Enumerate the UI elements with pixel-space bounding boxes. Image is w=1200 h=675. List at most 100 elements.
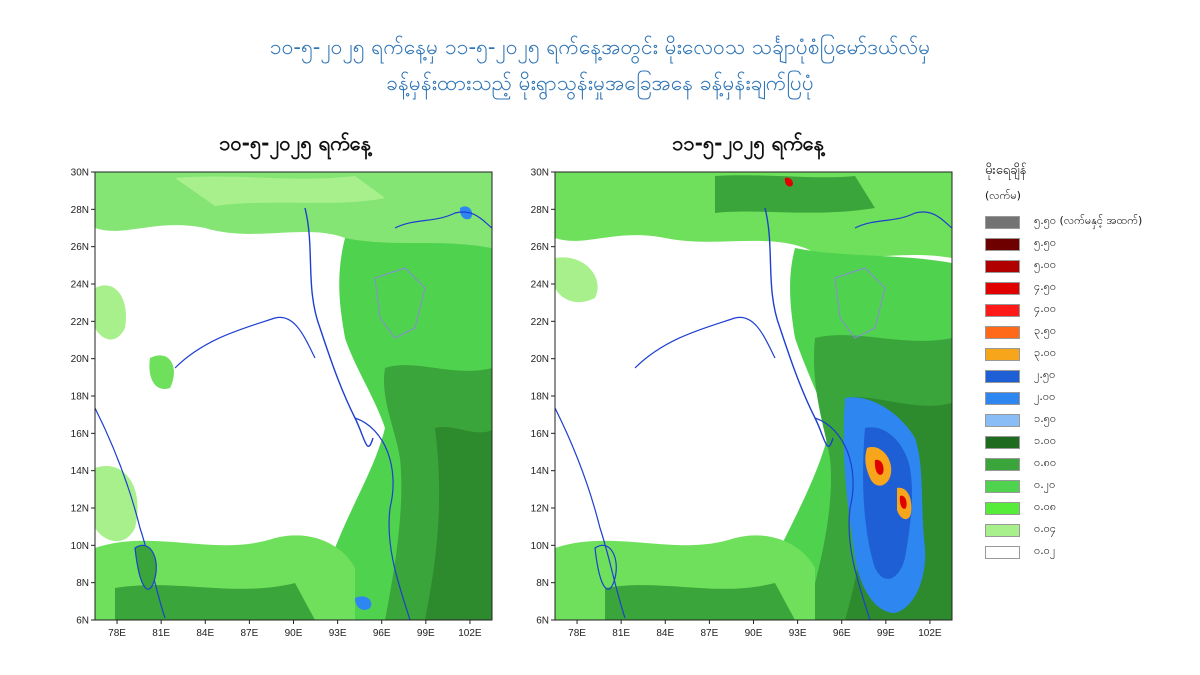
lat-tick-label: 20N [71, 354, 89, 365]
legend-item: ၁.၀၀ [985, 431, 1197, 453]
lat-tick-label: 18N [531, 392, 549, 403]
lon-tick-label: 99E [877, 628, 895, 639]
lat-tick-label: 18N [71, 392, 89, 403]
legend-label: ၅.၅၀ [1034, 236, 1057, 249]
lat-tick-label: 8N [536, 578, 549, 589]
rainfall-legend: မိုးရေချိန် (လက်မ) ၅.၅၀ (လက်မနှင့် အထက်)… [985, 162, 1197, 563]
rainfall-map-day-2: 30N 28N 26N 24N 22N 20N 18N 16N 14N 12N 10N 8N 6N 78E… [531, 168, 953, 639]
lat-tick-label: 24N [71, 280, 89, 291]
legend-label: ၂.၀၀ [1034, 390, 1056, 403]
legend-label: ၀.၀၄ [1034, 522, 1057, 535]
lat-tick-label: 22N [531, 317, 549, 328]
lon-tick-label: 93E [789, 628, 807, 639]
lat-tick-label: 30N [71, 168, 89, 179]
legend-label: ၀.၈၀ [1034, 456, 1057, 469]
legend-items: ၅.၅၀ (လက်မနှင့် အထက်) ၅.၅၀၅.၀၀၄.၅၀၄.၀၀၃.၅… [985, 211, 1197, 563]
legend-label: ၀.၂၀ [1034, 478, 1056, 491]
legend-swatch [985, 281, 1020, 295]
lat-tick-label: 26N [531, 242, 549, 253]
lat-tick-label: 10N [71, 541, 89, 552]
legend-label: ၅.၅၀ (လက်မနှင့် အထက်) [1034, 214, 1143, 227]
legend-swatch [985, 303, 1020, 317]
legend-item: ၂.၀၀ [985, 387, 1197, 409]
legend-label: ၀.၀၂ [1034, 544, 1056, 557]
legend-swatch [985, 391, 1020, 405]
lat-tick-label: 6N [536, 616, 549, 627]
legend-swatch [985, 369, 1020, 383]
legend-label: ၄.၀၀ [1034, 302, 1057, 315]
legend-item: ၅.၀၀ [985, 255, 1197, 277]
legend-swatch [985, 545, 1020, 559]
lat-tick-label: 28N [531, 205, 549, 216]
legend-label: ၃.၀၀ [1034, 346, 1057, 359]
map-title-line-1: ၁၀-၅-၂၀၂၅ ရက်နေ့မှ ၁၁-၅-၂၀၂၅ ရက်နေ့အတွင်… [269, 35, 931, 59]
legend-swatch [985, 457, 1020, 471]
legend-label: ၁.၀၀ [1034, 434, 1057, 447]
legend-label: ၄.၅၀ [1034, 280, 1057, 293]
legend-item: ၀.၀၈ [985, 497, 1197, 519]
legend-item: ၅.၅၀ (လက်မနှင့် အထက်) [985, 211, 1197, 233]
lat-tick-label: 28N [71, 205, 89, 216]
lat-tick-label: 30N [531, 168, 549, 179]
lat-tick-label: 22N [71, 317, 89, 328]
lon-tick-label: 78E [568, 628, 586, 639]
panel-1-date: ၁၀-၅-၂၀၂၅ ရက်နေ့ [219, 131, 371, 155]
lat-tick-label: 8N [76, 578, 89, 589]
legend-item: ၅.၅၀ [985, 233, 1197, 255]
lat-tick-label: 16N [531, 429, 549, 440]
legend-swatch [985, 347, 1020, 361]
legend-item: ၀.၀၄ [985, 519, 1197, 541]
lon-tick-label: 78E [108, 628, 126, 639]
lon-tick-label: 96E [833, 628, 851, 639]
lat-tick-label: 12N [531, 504, 549, 515]
legend-swatch [985, 237, 1020, 251]
legend-label: ၀.၀၈ [1034, 500, 1057, 513]
lon-tick-label: 90E [745, 628, 763, 639]
lon-tick-label: 84E [656, 628, 674, 639]
legend-item: ၁.၅၀ [985, 409, 1197, 431]
legend-swatch [985, 435, 1020, 449]
legend-swatch [985, 259, 1020, 273]
legend-item: ၃.၀၀ [985, 343, 1197, 365]
legend-swatch [985, 523, 1020, 537]
lon-tick-label: 87E [700, 628, 718, 639]
legend-swatch [985, 325, 1020, 339]
lat-tick-label: 26N [71, 242, 89, 253]
legend-swatch [985, 479, 1020, 493]
lat-tick-label: 6N [76, 616, 89, 627]
legend-item: ၃.၅၀ [985, 321, 1197, 343]
legend-unit: (လက်မ) [985, 189, 1021, 202]
lat-tick-label: 24N [531, 280, 549, 291]
legend-item: ၄.၅၀ [985, 277, 1197, 299]
legend-label: ၂.၅၀ [1034, 368, 1056, 381]
lon-tick-label: 81E [152, 628, 170, 639]
legend-swatch [985, 215, 1020, 229]
lat-tick-label: 14N [531, 466, 549, 477]
legend-swatch [985, 413, 1020, 427]
lon-tick-label: 102E [458, 628, 482, 639]
panel-2-date: ၁၁-၅-၂၀၂၅ ရက်နေ့ [672, 131, 824, 155]
rainfall-map-day-1: 30N 28N 26N 24N 22N 20N 18N 16N 14N 12N 10N 8N 6N 78E… [71, 168, 493, 639]
lon-tick-label: 93E [329, 628, 347, 639]
lon-tick-label: 84E [196, 628, 214, 639]
lat-tick-label: 10N [531, 541, 549, 552]
lon-tick-label: 90E [285, 628, 303, 639]
legend-item: ၀.၈၀ [985, 453, 1197, 475]
lat-tick-label: 20N [531, 354, 549, 365]
lon-tick-label: 87E [240, 628, 258, 639]
legend-item: ၀.၂၀ [985, 475, 1197, 497]
map-title-line-2: ခန့်မှန်းထားသည့် မိုးရွာသွန်းမှုအခြေအနေ … [386, 71, 814, 95]
lon-tick-label: 96E [373, 628, 391, 639]
lat-tick-label: 14N [71, 466, 89, 477]
legend-item: ၄.၀၀ [985, 299, 1197, 321]
legend-label: ၃.၅၀ [1034, 324, 1057, 337]
legend-heading: မိုးရေချိန် [985, 163, 1027, 178]
legend-swatch [985, 501, 1020, 515]
lat-tick-label: 12N [71, 504, 89, 515]
legend-label: ၅.၀၀ [1034, 258, 1057, 271]
legend-label: ၁.၅၀ [1034, 412, 1057, 425]
lat-tick-label: 16N [71, 429, 89, 440]
lon-tick-label: 99E [417, 628, 435, 639]
legend-item: ၀.၀၂ [985, 541, 1197, 563]
lon-tick-label: 81E [612, 628, 630, 639]
